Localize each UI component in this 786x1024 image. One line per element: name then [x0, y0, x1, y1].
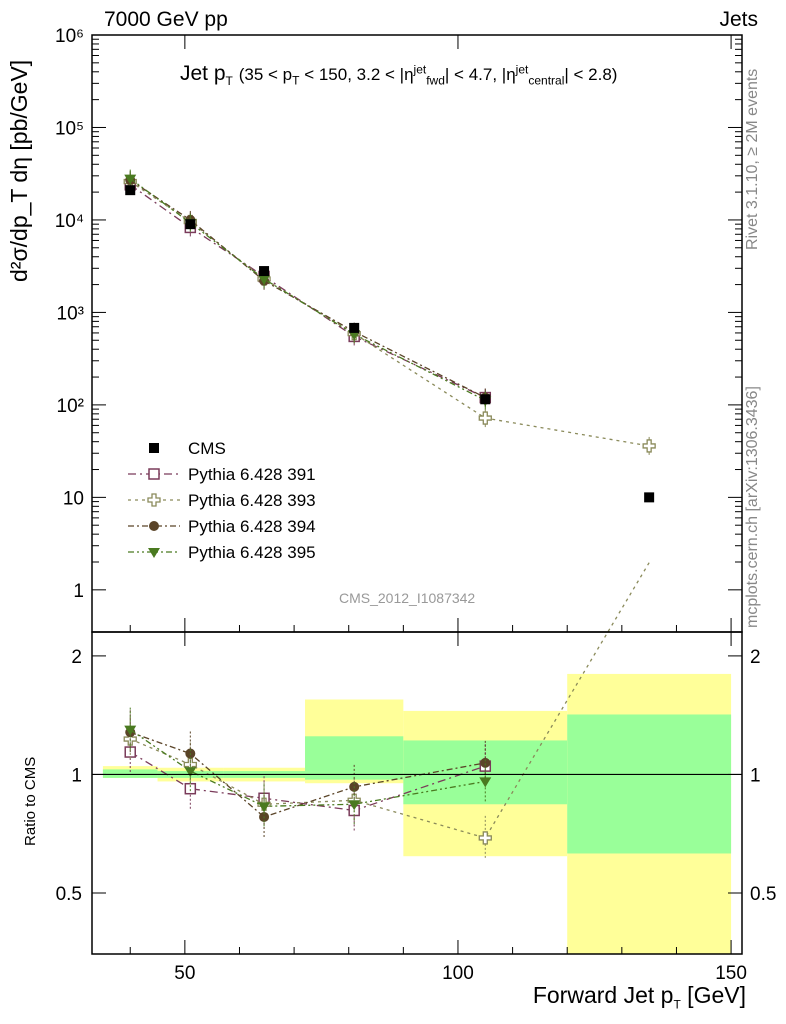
ratio-frame — [91, 631, 743, 955]
y-tick-label: 10⁵ — [55, 118, 84, 139]
point-cms-4 — [480, 394, 491, 405]
y-tick-label: 10⁶ — [55, 26, 84, 47]
legend-marker-p391 — [128, 468, 180, 480]
point-cms-5 — [644, 492, 655, 503]
ratio-point-p395-3 — [348, 800, 361, 811]
ratio-line-p393 — [129, 562, 650, 839]
mcplots-label: mcplots.cern.ch [arXiv:1306.3436] — [744, 386, 761, 628]
legend-marker-p395 — [128, 548, 180, 558]
ratio-tick-label: 1 — [71, 765, 82, 786]
series-line-p394 — [129, 179, 486, 399]
ratio-axis-label: Ratio to CMS — [22, 756, 39, 846]
y-tick-label: 10² — [57, 396, 84, 417]
legend-marker-p393 — [128, 493, 180, 507]
ratio-point-p395-1 — [184, 767, 197, 778]
ratio-uncertainty-bands — [102, 673, 732, 954]
point-p393-4 — [478, 411, 492, 425]
point-p395-0 — [124, 174, 137, 185]
legend-symbol-p394 — [149, 521, 159, 531]
chart-title: Jet pT (35 < pT < 150, 3.2 < |ηjetfwd| <… — [180, 62, 618, 89]
rivet-version-label: Rivet 3.1.10, ≥ 2M events — [744, 68, 761, 250]
legend-marker-cms — [149, 443, 159, 453]
ratio-tick-label-right: 1 — [750, 765, 761, 786]
analysis-id-label: CMS_2012_I1087342 — [339, 590, 476, 606]
ratio-layer — [123, 562, 650, 860]
series-line-p393 — [129, 181, 650, 447]
legend-symbol-p393 — [147, 493, 161, 507]
series-line-p395 — [129, 178, 486, 401]
band-inner-0 — [102, 769, 158, 778]
y-tick-label: 10 — [63, 488, 84, 509]
band-inner-3 — [305, 736, 404, 780]
x-tick-label: 100 — [442, 963, 474, 984]
point-p395-2 — [258, 274, 271, 285]
ratio-point-p394-4 — [480, 757, 491, 768]
legend-symbol-p391 — [148, 468, 160, 480]
legend-symbol-cms — [149, 443, 159, 453]
y-tick-label: 1 — [73, 581, 84, 602]
point-cms-3 — [349, 322, 360, 333]
legend-marker-p394 — [128, 521, 180, 531]
x-axis-label: Forward Jet pT [GeV] — [532, 982, 746, 1012]
ratio-tick-label-right: 2 — [750, 647, 761, 668]
point-cms-2 — [259, 266, 270, 277]
y-axis-label: d²σ/dp_T dη [pb/GeV] — [6, 59, 32, 282]
y-tick-label: 10³ — [57, 303, 84, 324]
band-inner-5 — [567, 714, 732, 854]
ratio-point-p395-2 — [258, 802, 271, 813]
point-p393-5 — [642, 439, 656, 453]
ratio-point-p395-4 — [479, 777, 492, 788]
energy-label: 7000 GeV pp — [104, 8, 228, 31]
x-tick-label: 150 — [715, 963, 747, 984]
ratio-point-p393-4 — [478, 831, 492, 845]
ratio-line-p394 — [130, 731, 486, 818]
category-label: Jets — [719, 8, 758, 31]
ratio-tick-label-right: 0.5 — [750, 884, 776, 905]
point-cms-1 — [185, 219, 196, 230]
ratio-point-p395-0 — [124, 725, 137, 736]
series-layer — [123, 169, 656, 503]
legend-symbol-p395 — [148, 548, 160, 558]
point-cms-0 — [125, 185, 136, 196]
x-tick-label: 50 — [174, 963, 195, 984]
ratio-tick-label: 2 — [71, 647, 82, 668]
axes-layer: 50 100 150 1 10 10² 10³ 10⁴ 10⁵ 10⁶ 0.5 0.5 1 1 2 2 — [55, 26, 777, 984]
ratio-tick-label: 0.5 — [56, 884, 82, 905]
y-tick-label: 10⁴ — [55, 211, 84, 232]
